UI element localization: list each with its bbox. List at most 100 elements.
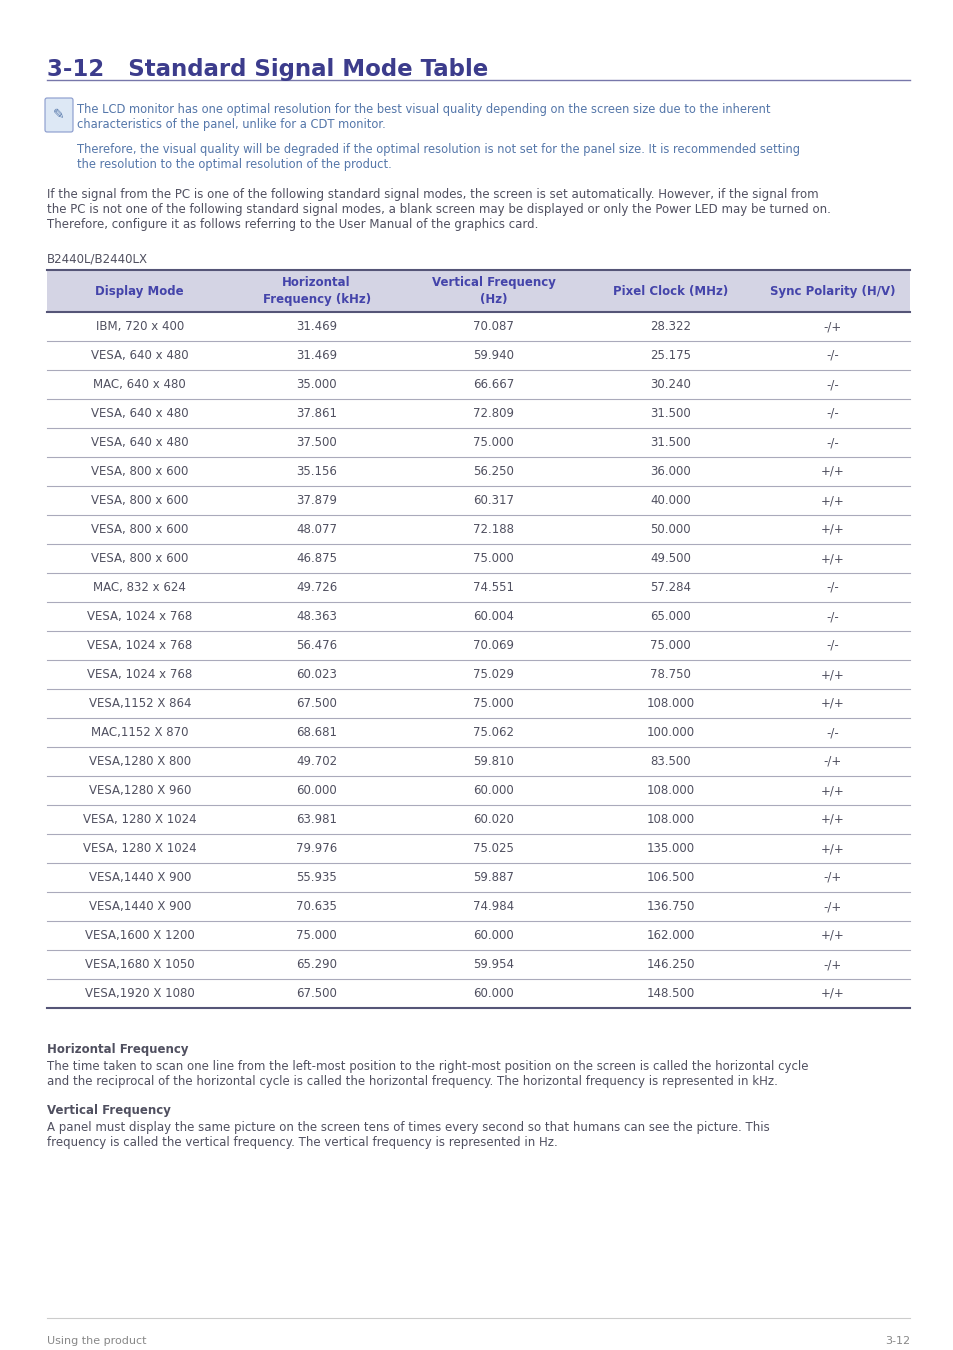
Text: VESA, 1280 X 1024: VESA, 1280 X 1024 [83, 813, 196, 826]
Text: 78.750: 78.750 [649, 668, 690, 680]
Text: +/+: +/+ [820, 813, 843, 826]
Text: VESA, 640 x 480: VESA, 640 x 480 [91, 406, 189, 420]
Text: VESA, 1024 x 768: VESA, 1024 x 768 [87, 668, 193, 680]
Text: MAC, 832 x 624: MAC, 832 x 624 [93, 580, 186, 594]
Text: The LCD monitor has one optimal resolution for the best visual quality depending: The LCD monitor has one optimal resoluti… [77, 103, 770, 116]
Text: Horizontal
Frequency (kHz): Horizontal Frequency (kHz) [262, 275, 371, 306]
FancyBboxPatch shape [45, 99, 73, 132]
Text: 59.940: 59.940 [473, 350, 514, 362]
Text: IBM, 720 x 400: IBM, 720 x 400 [95, 320, 184, 333]
Text: VESA, 640 x 480: VESA, 640 x 480 [91, 350, 189, 362]
Text: 60.000: 60.000 [296, 784, 336, 796]
Text: MAC, 640 x 480: MAC, 640 x 480 [93, 378, 186, 392]
Text: 65.000: 65.000 [649, 610, 690, 622]
Text: -/-: -/- [825, 726, 838, 738]
Text: -/-: -/- [825, 436, 838, 450]
Text: 72.809: 72.809 [473, 406, 514, 420]
Text: +/+: +/+ [820, 494, 843, 508]
Text: 67.500: 67.500 [296, 987, 336, 1000]
Text: 30.240: 30.240 [649, 378, 690, 392]
Text: 79.976: 79.976 [295, 842, 337, 855]
Text: -/-: -/- [825, 580, 838, 594]
Text: Sync Polarity (H/V): Sync Polarity (H/V) [769, 285, 894, 297]
Text: +/+: +/+ [820, 552, 843, 566]
Text: 35.000: 35.000 [296, 378, 336, 392]
Text: 60.000: 60.000 [473, 784, 514, 796]
Text: Therefore, the visual quality will be degraded if the optimal resolution is not : Therefore, the visual quality will be de… [77, 143, 800, 157]
Text: +/+: +/+ [820, 842, 843, 855]
Text: 66.667: 66.667 [473, 378, 514, 392]
Text: 50.000: 50.000 [650, 522, 690, 536]
Text: 3-12   Standard Signal Mode Table: 3-12 Standard Signal Mode Table [47, 58, 488, 81]
Text: -/-: -/- [825, 378, 838, 392]
Text: 65.290: 65.290 [295, 958, 336, 971]
Text: 37.879: 37.879 [295, 494, 336, 508]
Text: -/+: -/+ [822, 900, 841, 913]
Text: MAC,1152 X 870: MAC,1152 X 870 [91, 726, 189, 738]
Text: 60.000: 60.000 [473, 987, 514, 1000]
Text: VESA, 800 x 600: VESA, 800 x 600 [91, 522, 189, 536]
Text: 100.000: 100.000 [646, 726, 694, 738]
Text: 46.875: 46.875 [295, 552, 336, 566]
Text: 75.000: 75.000 [473, 552, 514, 566]
Text: VESA,1440 X 900: VESA,1440 X 900 [89, 900, 191, 913]
Text: characteristics of the panel, unlike for a CDT monitor.: characteristics of the panel, unlike for… [77, 117, 385, 131]
Text: 108.000: 108.000 [646, 697, 694, 710]
Text: 162.000: 162.000 [645, 929, 694, 942]
Text: Vertical Frequency: Vertical Frequency [47, 1104, 171, 1116]
Text: VESA, 1024 x 768: VESA, 1024 x 768 [87, 610, 193, 622]
Text: 70.635: 70.635 [296, 900, 336, 913]
Text: VESA,1152 X 864: VESA,1152 X 864 [89, 697, 191, 710]
Text: VESA,1280 X 960: VESA,1280 X 960 [89, 784, 191, 796]
Text: 60.023: 60.023 [296, 668, 336, 680]
Text: 75.000: 75.000 [473, 697, 514, 710]
Bar [47, 270, 909, 312]
Text: 31.500: 31.500 [649, 436, 690, 450]
Text: B2440L/B2440LX: B2440L/B2440LX [47, 252, 148, 265]
Text: VESA, 800 x 600: VESA, 800 x 600 [91, 494, 189, 508]
Text: Vertical Frequency
(Hz): Vertical Frequency (Hz) [431, 275, 555, 306]
Text: 28.322: 28.322 [649, 320, 690, 333]
Text: VESA,1600 X 1200: VESA,1600 X 1200 [85, 929, 194, 942]
Text: 48.077: 48.077 [295, 522, 336, 536]
Text: 56.250: 56.250 [473, 464, 514, 478]
Text: 31.469: 31.469 [295, 350, 337, 362]
Text: 59.954: 59.954 [473, 958, 514, 971]
Text: and the reciprocal of the horizontal cycle is called the horizontal frequency. T: and the reciprocal of the horizontal cyc… [47, 1075, 777, 1088]
Text: 25.175: 25.175 [649, 350, 690, 362]
Text: +/+: +/+ [820, 668, 843, 680]
Text: -/-: -/- [825, 610, 838, 622]
Text: 70.087: 70.087 [473, 320, 514, 333]
Text: +/+: +/+ [820, 929, 843, 942]
Text: 74.984: 74.984 [473, 900, 514, 913]
Text: 67.500: 67.500 [296, 697, 336, 710]
Text: 75.000: 75.000 [649, 639, 690, 652]
Text: 75.029: 75.029 [473, 668, 514, 680]
Text: -/-: -/- [825, 350, 838, 362]
Text: 57.284: 57.284 [649, 580, 690, 594]
Text: 63.981: 63.981 [295, 813, 336, 826]
Text: VESA, 1280 X 1024: VESA, 1280 X 1024 [83, 842, 196, 855]
Text: 59.887: 59.887 [473, 871, 514, 884]
Text: 60.020: 60.020 [473, 813, 514, 826]
Text: VESA,1280 X 800: VESA,1280 X 800 [89, 755, 191, 768]
Text: 106.500: 106.500 [646, 871, 694, 884]
Text: 59.810: 59.810 [473, 755, 514, 768]
Text: 37.500: 37.500 [296, 436, 336, 450]
Text: VESA,1920 X 1080: VESA,1920 X 1080 [85, 987, 194, 1000]
Text: VESA,1680 X 1050: VESA,1680 X 1050 [85, 958, 194, 971]
Text: 48.363: 48.363 [296, 610, 336, 622]
Text: VESA, 800 x 600: VESA, 800 x 600 [91, 464, 189, 478]
Text: the PC is not one of the following standard signal modes, a blank screen may be : the PC is not one of the following stand… [47, 202, 830, 216]
Text: 49.702: 49.702 [295, 755, 337, 768]
Text: 75.000: 75.000 [296, 929, 336, 942]
Text: 148.500: 148.500 [646, 987, 694, 1000]
Text: VESA, 640 x 480: VESA, 640 x 480 [91, 436, 189, 450]
Text: 55.935: 55.935 [296, 871, 336, 884]
Text: 70.069: 70.069 [473, 639, 514, 652]
Text: 36.000: 36.000 [649, 464, 690, 478]
Text: 146.250: 146.250 [645, 958, 694, 971]
Text: 49.500: 49.500 [649, 552, 690, 566]
Text: 37.861: 37.861 [295, 406, 336, 420]
Text: 60.004: 60.004 [473, 610, 514, 622]
